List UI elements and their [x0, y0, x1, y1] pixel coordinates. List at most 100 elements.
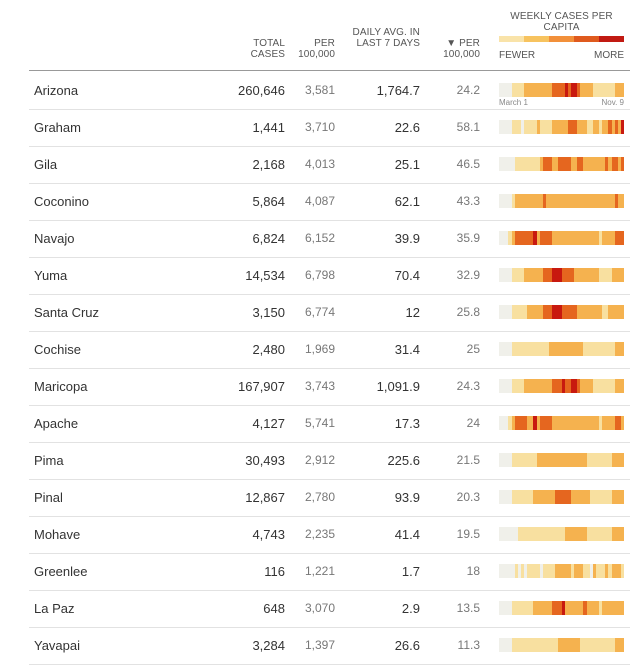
weekly-cell — [552, 601, 556, 615]
weekly-cell — [620, 490, 624, 504]
table-row[interactable]: Yuma 14,534 6,798 70.4 32.9 — [29, 257, 630, 295]
county-name: Yuma — [34, 268, 68, 283]
weekly-cell — [583, 194, 587, 208]
color-legend — [499, 36, 624, 42]
table-row[interactable]: Pinal 12,867 2,780 93.9 20.3 — [29, 479, 630, 517]
weekly-cell — [620, 157, 624, 171]
table-row[interactable]: La Paz 648 3,070 2.9 13.5 — [29, 590, 630, 628]
table-row[interactable]: Yavapai 3,284 1,397 26.6 11.3 — [29, 627, 630, 665]
weekly-cell — [614, 453, 618, 467]
weekly-cell — [577, 305, 581, 319]
weekly-cell — [586, 231, 590, 245]
weekly-cell — [595, 342, 599, 356]
weekly-cell — [514, 564, 518, 578]
weekly-cell — [527, 490, 531, 504]
weekly-cell — [595, 638, 599, 652]
per-100000: 1,221 — [304, 564, 335, 578]
weekly-cell — [499, 453, 503, 467]
county-name: Yavapai — [34, 638, 81, 653]
weekly-cell — [533, 527, 537, 541]
table-row[interactable]: Santa Cruz 3,150 6,774 12 25.8 — [29, 294, 630, 332]
weekly-cell — [570, 564, 574, 578]
weekly-cell — [620, 416, 624, 430]
weekly-cell — [536, 268, 540, 282]
weekly-cell — [555, 305, 559, 319]
weekly-cell — [570, 83, 574, 97]
table-row[interactable]: Cochise 2,480 1,969 31.4 25 — [29, 331, 630, 369]
weekly-cell — [539, 638, 543, 652]
table-row[interactable]: Coconino 5,864 4,087 62.1 43.3 — [29, 183, 630, 221]
header-daily-avg[interactable]: DAILY AVG. IN LAST 7 DAYS — [352, 27, 420, 49]
header-per-100000[interactable]: PER 100,000 — [298, 38, 335, 60]
weekly-cell — [505, 305, 509, 319]
weekly-cell — [555, 83, 559, 97]
weekly-cell — [533, 268, 537, 282]
weekly-cell — [558, 453, 562, 467]
table-row[interactable]: Mohave 4,743 2,235 41.4 19.5 — [29, 516, 630, 554]
table-row[interactable]: Greenlee 116 1,221 1.7 18 — [29, 553, 630, 591]
total-cases: 12,867 — [245, 490, 285, 505]
weekly-cell — [620, 305, 624, 319]
table-row[interactable]: Arizona 260,646 3,581 1,764.7 24.2 — [29, 72, 630, 110]
weekly-cell — [605, 83, 609, 97]
weekly-cell — [545, 194, 549, 208]
weekly-cell — [542, 83, 546, 97]
weekly-cell — [552, 231, 556, 245]
weekly-cell — [595, 194, 599, 208]
weekly-cell — [530, 305, 534, 319]
weekly-cell — [574, 120, 578, 134]
weekly-cell — [567, 268, 571, 282]
table-row[interactable]: Gila 2,168 4,013 25.1 46.5 — [29, 146, 630, 184]
weekly-cell — [608, 120, 612, 134]
weekly-cell — [502, 527, 506, 541]
weekly-cell — [499, 231, 503, 245]
header-total-cases[interactable]: TOTAL CASES — [250, 38, 285, 60]
weekly-cell — [520, 564, 524, 578]
weekly-cell — [502, 638, 506, 652]
table-row[interactable]: Graham 1,441 3,710 22.6 58.1 — [29, 109, 630, 147]
weekly-cell — [545, 157, 549, 171]
weekly-cell — [602, 342, 606, 356]
daily-average: 225.6 — [387, 453, 420, 468]
weekly-cell — [545, 490, 549, 504]
weekly-cell — [499, 268, 503, 282]
weekly-cell — [542, 453, 546, 467]
weekly-cell — [617, 194, 621, 208]
weekly-cell — [567, 527, 571, 541]
weekly-cell — [545, 83, 549, 97]
weekly-cell — [517, 157, 521, 171]
daily-average: 2.9 — [401, 601, 420, 616]
county-name: Coconino — [34, 194, 89, 209]
per-100000: 4,087 — [304, 194, 335, 208]
county-name: Pinal — [34, 490, 63, 505]
weekly-cell — [567, 83, 571, 97]
weekly-cell — [577, 601, 581, 615]
header-per-100000-sorted[interactable]: ▼ PER 100,000 — [443, 38, 480, 60]
weekly-cell — [608, 564, 612, 578]
weekly-cell — [561, 490, 565, 504]
weekly-cell — [592, 453, 596, 467]
weekly-cell — [558, 379, 562, 393]
weekly-cell — [539, 564, 543, 578]
weekly-cell — [502, 268, 506, 282]
weekly-cell — [589, 157, 593, 171]
weekly-cell — [558, 564, 562, 578]
weekly-cell — [595, 379, 599, 393]
weekly-cell — [536, 379, 540, 393]
table-row[interactable]: Navajo 6,824 6,152 39.9 35.9 — [29, 220, 630, 258]
weekly-cell — [549, 194, 553, 208]
table-row[interactable]: Apache 4,127 5,741 17.3 24 — [29, 405, 630, 443]
weekly-cell — [614, 305, 618, 319]
weekly-cell — [599, 157, 603, 171]
weekly-cell — [514, 490, 518, 504]
weekly-cell — [549, 564, 553, 578]
weekly-cell — [564, 379, 568, 393]
weekly-cell — [549, 83, 553, 97]
weekly-cell — [517, 379, 521, 393]
weekly-cell — [520, 453, 524, 467]
table-row[interactable]: Maricopa 167,907 3,743 1,091.9 24.3 — [29, 368, 630, 406]
table-row[interactable]: Pima 30,493 2,912 225.6 21.5 — [29, 442, 630, 480]
weekly-cell — [605, 564, 609, 578]
weekly-cases-strip — [499, 305, 624, 319]
county-name: Arizona — [34, 83, 79, 98]
